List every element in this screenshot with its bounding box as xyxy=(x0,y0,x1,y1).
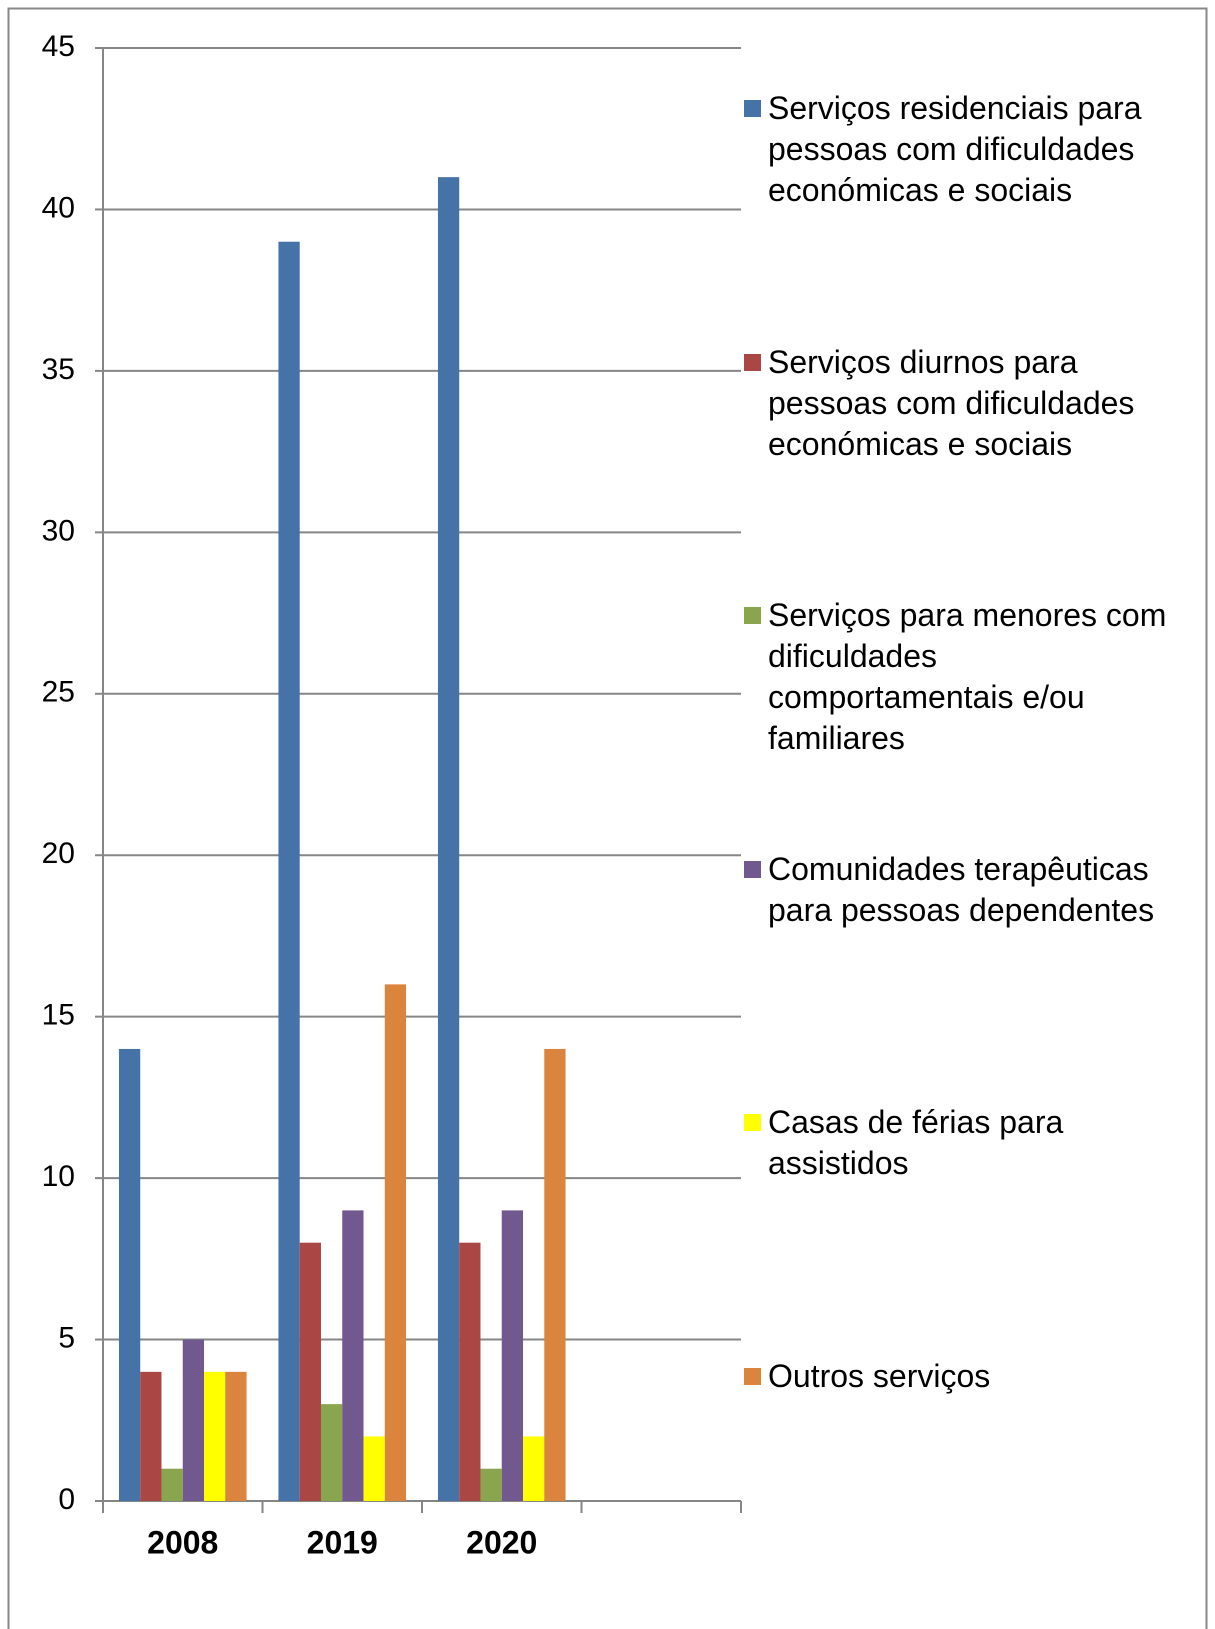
legend-label: Serviços diurnos para pessoas com dificu… xyxy=(768,344,1135,462)
bar xyxy=(501,1210,524,1501)
x-tick-label: 2019 xyxy=(307,1524,378,1560)
y-tick-label: 35 xyxy=(42,353,75,386)
chart-border xyxy=(7,7,1208,1629)
bar xyxy=(523,1436,545,1501)
bar xyxy=(342,1210,364,1501)
bar xyxy=(480,1468,502,1501)
legend-swatch xyxy=(744,607,761,624)
bar xyxy=(320,1404,343,1501)
legend-swatch xyxy=(744,1114,761,1131)
bar xyxy=(437,177,460,1502)
bar xyxy=(363,1436,385,1501)
legend-label: Serviços residenciais para pessoas com d… xyxy=(768,90,1142,208)
bar xyxy=(384,984,407,1501)
y-tick-label: 20 xyxy=(42,837,75,870)
legend-label: Casas de férias para assistidos xyxy=(768,1104,1064,1181)
legend-label: Outros serviços xyxy=(768,1358,991,1394)
bar xyxy=(278,241,300,1501)
legend-label: Serviços para menores com dificuldades c… xyxy=(768,597,1167,756)
y-tick-label: 15 xyxy=(42,999,75,1032)
bar xyxy=(182,1339,205,1501)
bar xyxy=(299,1242,321,1501)
y-tick-label: 5 xyxy=(58,1321,75,1354)
bar xyxy=(161,1468,183,1501)
bar xyxy=(118,1048,141,1501)
y-tick-label: 0 xyxy=(58,1483,75,1516)
y-tick-label: 25 xyxy=(42,676,75,709)
legend-swatch xyxy=(744,100,761,117)
bar xyxy=(544,1048,566,1501)
x-tick-label: 2020 xyxy=(466,1524,537,1560)
legend-swatch xyxy=(744,861,761,878)
bar xyxy=(225,1371,247,1501)
y-tick-label: 30 xyxy=(42,514,75,547)
legend-swatch xyxy=(744,1368,761,1385)
bar xyxy=(204,1371,226,1501)
bar xyxy=(459,1242,481,1501)
y-tick-label: 10 xyxy=(42,1160,75,1193)
legend-swatch xyxy=(744,354,761,371)
y-tick-label: 45 xyxy=(42,30,75,63)
bar xyxy=(140,1371,162,1501)
x-tick-label: 2008 xyxy=(147,1524,218,1560)
legend-label: Comunidades terapêuticas para pessoas de… xyxy=(768,851,1155,928)
y-tick-label: 40 xyxy=(42,191,75,224)
